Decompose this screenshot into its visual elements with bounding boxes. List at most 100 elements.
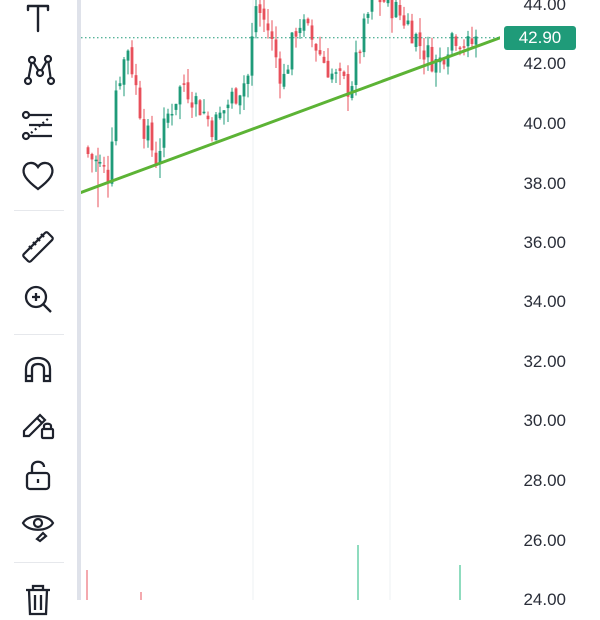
candle-body <box>450 33 454 51</box>
price-tick: 34.00 <box>523 292 566 311</box>
zoom-in-tool[interactable] <box>16 277 60 321</box>
favorites-icon <box>22 161 54 191</box>
favorites-button[interactable] <box>16 154 60 198</box>
candle-body <box>94 159 98 162</box>
trash-tool[interactable] <box>16 576 60 620</box>
magnet-icon <box>24 356 52 383</box>
candle-body <box>150 122 154 151</box>
text-tool-icon <box>26 4 50 33</box>
unlock-icon <box>25 460 51 491</box>
candle-body <box>122 59 126 85</box>
candle-body <box>138 87 142 119</box>
candle-body <box>386 0 390 4</box>
candle-body <box>370 0 374 12</box>
candle-body <box>430 46 434 72</box>
toolbar-divider <box>14 210 64 211</box>
candle-body <box>354 52 358 85</box>
candle-body <box>214 114 218 141</box>
candle-body <box>278 58 282 84</box>
volume-bar <box>140 592 142 600</box>
toolbar-divider <box>14 334 64 335</box>
candle-body <box>206 115 210 120</box>
candle-body <box>410 20 414 44</box>
chart-left-border <box>77 0 81 600</box>
hide-drawings-tool[interactable] <box>16 503 60 547</box>
candle-body <box>162 118 166 148</box>
candle-body <box>298 27 302 34</box>
candle-body <box>470 38 474 45</box>
candle-body <box>394 1 398 18</box>
candle-body <box>246 75 250 85</box>
candle-body <box>426 45 430 58</box>
candle-body <box>126 50 130 61</box>
candle-body <box>406 20 410 25</box>
candle-body <box>382 0 386 2</box>
price-axis[interactable]: 44.00 42.00 40.00 38.00 36.00 34.00 32.0… <box>500 0 600 609</box>
candle-body <box>458 47 462 50</box>
hide-drawings-icon <box>21 515 55 543</box>
trash-icon <box>26 584 50 616</box>
unlock-tool[interactable] <box>16 453 60 497</box>
candle-body <box>346 73 350 97</box>
zoom-in-icon <box>24 285 52 313</box>
fib-tool[interactable] <box>16 103 60 147</box>
chart-plot-area[interactable] <box>81 0 500 600</box>
candle-body <box>418 32 422 47</box>
candle-body <box>398 5 402 16</box>
candle-body <box>446 54 450 67</box>
price-tick: 28.00 <box>523 471 566 490</box>
candle-body <box>90 153 94 160</box>
lock-drawings-tool[interactable] <box>16 401 60 445</box>
candle-body <box>474 36 478 45</box>
magnet-tool[interactable] <box>16 349 60 393</box>
current-price-label: 42.90 <box>504 26 576 50</box>
candle-body <box>318 50 322 55</box>
candle-body <box>118 83 122 87</box>
drawing-toolbar <box>0 0 76 616</box>
candle-body <box>390 0 394 19</box>
candle-body <box>358 51 362 54</box>
candle-body <box>186 82 190 100</box>
candle-body <box>378 0 382 3</box>
candle-body <box>454 36 458 46</box>
candle-body <box>154 152 158 167</box>
candle-body <box>110 141 114 184</box>
candle-body <box>422 50 426 60</box>
candle-body <box>322 56 326 63</box>
candle-body <box>434 59 438 73</box>
candle-body <box>106 169 110 184</box>
candle-body <box>274 39 278 58</box>
candle-body <box>282 73 286 87</box>
ruler-tool[interactable] <box>16 225 60 269</box>
candle-body <box>362 18 366 53</box>
candle-body <box>178 86 182 105</box>
candle-body <box>462 46 466 48</box>
candle-body <box>238 95 242 106</box>
volume-bar <box>86 570 88 600</box>
price-tick: 44.00 <box>523 0 566 14</box>
pattern-tool-icon <box>23 54 56 86</box>
candle-body <box>306 18 310 24</box>
candle-body <box>466 36 470 47</box>
candle-body <box>142 119 146 139</box>
candle-body <box>210 120 214 138</box>
fib-tool-icon <box>21 110 52 141</box>
candle-body <box>86 147 90 155</box>
candle-body <box>194 96 198 105</box>
candle-body <box>182 83 186 85</box>
candle-body <box>130 47 134 75</box>
pattern-tool[interactable] <box>16 48 60 92</box>
candle-body <box>402 15 406 26</box>
candle-body <box>190 102 194 108</box>
candle-body <box>250 36 254 76</box>
candle-body <box>170 113 174 116</box>
candle-body <box>146 125 150 141</box>
text-tool[interactable] <box>16 0 60 40</box>
candle-body <box>254 6 258 33</box>
candle-body <box>114 90 118 142</box>
price-tick: 42.00 <box>523 54 566 73</box>
candle-body <box>310 25 314 40</box>
candle-body <box>222 110 226 114</box>
lock-drawings-icon <box>22 413 55 440</box>
candle-body <box>202 111 206 114</box>
